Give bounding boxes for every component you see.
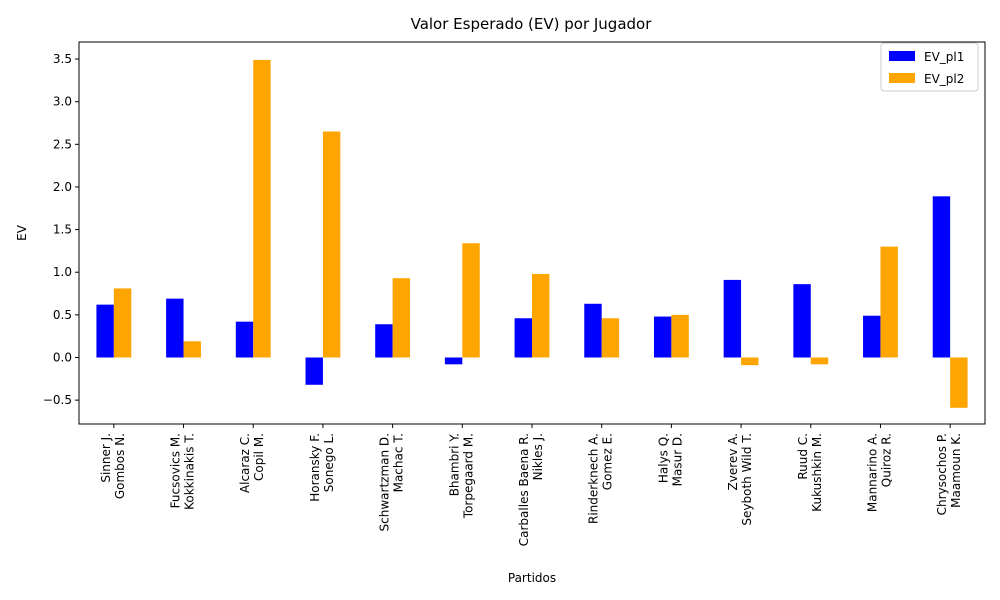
bar-EV_pl2-10: [810, 357, 829, 365]
x-tick-label-line: Maamoun K.: [949, 433, 963, 508]
legend-label-EV_pl2: EV_pl2: [924, 72, 964, 86]
x-tick-label: Carballes Baena R. Nikles J.: [517, 433, 545, 546]
x-tick-label-line: Gombos N.: [113, 433, 127, 499]
bar-EV_pl2-4: [392, 278, 411, 358]
bar-EV_pl2-3: [322, 131, 341, 358]
x-tick-label-line: Chrysochos P.: [935, 433, 949, 515]
x-tick-label-line: Masur D.: [670, 433, 684, 486]
y-axis-label: EV: [15, 224, 29, 241]
bar-EV_pl1-9: [723, 279, 742, 358]
bar-EV_pl1-10: [793, 284, 811, 358]
bar-EV_pl1-3: [305, 357, 323, 385]
bar-EV_pl1-1: [166, 298, 184, 358]
bar-EV_pl2-9: [741, 357, 759, 366]
bar-EV_pl2-8: [671, 314, 689, 358]
x-tick-label-line: Ruud C.: [796, 433, 810, 480]
x-tick-label: Rinderknech A. Gomez E.: [587, 433, 615, 524]
x-tick-label-line: Kukushkin M.: [810, 433, 824, 512]
legend: EV_pl1 EV_pl2: [880, 42, 979, 92]
x-tick-label: Schwartzman D. Machac T.: [378, 433, 406, 531]
x-tick-label: Mannarino A. Quiroz R.: [865, 433, 893, 512]
bar-EV_pl1-8: [653, 316, 672, 358]
bar-EV_pl2-6: [532, 273, 550, 358]
x-tick-label: Ruud C. Kukushkin M.: [796, 433, 824, 512]
y-axis: −0.5 0.0 0.5 1.0 1.5 2.0 2.5 3.0 3.5: [43, 52, 79, 407]
x-tick-label-line: Gomez E.: [601, 433, 615, 490]
x-tick-label-line: Fucsovics M.: [169, 433, 183, 508]
x-tick-label-line: Machac T.: [392, 433, 406, 492]
bar-EV_pl2-7: [601, 318, 620, 358]
legend-label-EV_pl1: EV_pl1: [924, 50, 964, 64]
plot-frame: [78, 41, 986, 425]
y-tick-label: −0.5: [43, 393, 72, 407]
x-tick-label-line: Sonego L.: [322, 433, 336, 492]
x-tick-label: Horansky F. Sonego L.: [308, 433, 336, 502]
x-tick-label-line: Seyboth Wild T.: [740, 433, 754, 526]
x-tick-label-line: Carballes Baena R.: [517, 433, 531, 546]
y-tick-label: 1.5: [53, 223, 72, 237]
bar-EV_pl1-12: [932, 196, 951, 358]
x-tick-label-line: Copil M.: [252, 433, 266, 481]
legend-swatch-EV_pl2: [889, 73, 915, 83]
x-axis: Sinner J. Gombos N. Fucsovics M. Kokkinakis…: [99, 424, 963, 546]
bar-EV_pl2-11: [880, 246, 898, 358]
x-tick-label-line: Kokkinakis T.: [183, 433, 197, 510]
x-tick-label-line: Mannarino A.: [865, 433, 879, 512]
bar-EV_pl2-12: [950, 357, 968, 408]
x-axis-label: Partidos: [508, 571, 556, 585]
bar-EV_pl2-0: [113, 288, 132, 358]
x-tick-label: Fucsovics M. Kokkinakis T.: [169, 433, 197, 510]
x-tick-label: Alcaraz C. Copil M.: [238, 433, 266, 493]
y-tick-label: 0.0: [53, 350, 72, 364]
y-tick-label: 2.5: [53, 137, 72, 151]
y-tick-label: 1.0: [53, 265, 72, 279]
x-tick-label-line: Horansky F.: [308, 433, 322, 502]
x-tick-label: Bhambri Y. Torpegaard M.: [447, 433, 475, 519]
x-tick-label: Zverev A. Seyboth Wild T.: [726, 433, 754, 526]
x-tick-label-line: Nikles J.: [531, 433, 545, 480]
legend-swatch-EV_pl1: [889, 51, 915, 61]
x-tick-label-line: Zverev A.: [726, 433, 740, 491]
bar-EV_pl2-5: [462, 243, 480, 358]
chart-title: Valor Esperado (EV) por Jugador: [411, 15, 653, 33]
bar-EV_pl2-2: [253, 59, 271, 358]
y-tick-label: 3.5: [53, 52, 72, 66]
bars-group: [96, 59, 968, 408]
x-tick-label-line: Bhambri Y.: [447, 433, 461, 496]
y-tick-label: 2.0: [53, 180, 72, 194]
x-tick-label-line: Sinner J.: [99, 433, 113, 483]
x-tick-label-line: Quiroz R.: [879, 433, 893, 487]
bar-EV_pl1-4: [375, 324, 393, 358]
bar-EV_pl1-6: [514, 318, 532, 358]
x-tick-label: Sinner J. Gombos N.: [99, 433, 127, 499]
x-tick-label-line: Torpegaard M.: [461, 433, 475, 519]
x-tick-label-line: Schwartzman D.: [378, 433, 392, 531]
bar-EV_pl1-0: [96, 304, 114, 358]
bar-EV_pl1-7: [584, 303, 602, 358]
x-tick-label: Halys Q. Masur D.: [656, 433, 684, 486]
bar-EV_pl1-11: [863, 315, 881, 358]
x-tick-label: Chrysochos P. Maamoun K.: [935, 433, 963, 515]
x-tick-label-line: Rinderknech A.: [587, 433, 601, 524]
y-tick-label: 0.5: [53, 308, 72, 322]
x-tick-label-line: Halys Q.: [656, 433, 670, 483]
x-tick-label-line: Alcaraz C.: [238, 433, 252, 493]
bar-EV_pl1-5: [444, 357, 463, 365]
bar-EV_pl2-1: [183, 341, 201, 358]
y-tick-label: 3.0: [53, 95, 72, 109]
bar-EV_pl1-2: [235, 321, 254, 358]
